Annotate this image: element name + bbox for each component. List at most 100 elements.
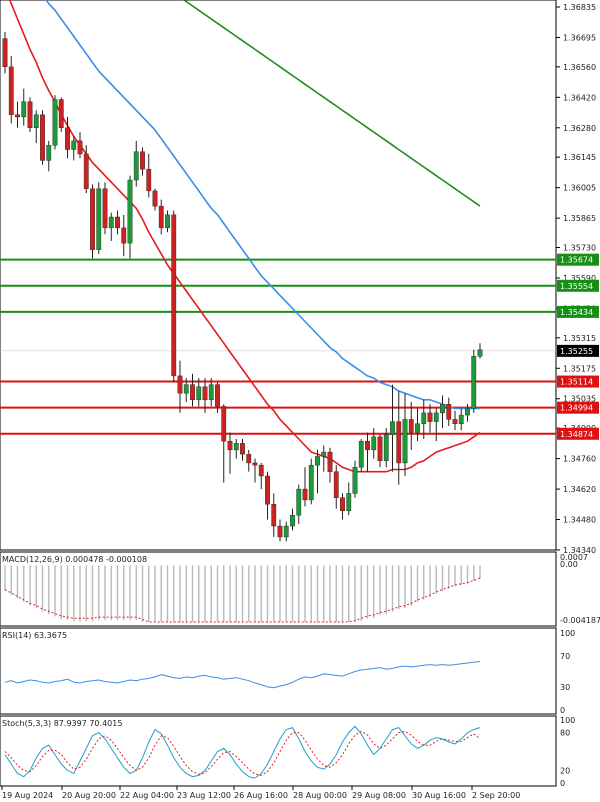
candle-body bbox=[402, 419, 408, 464]
current-price-label: 1.35255 bbox=[560, 347, 593, 356]
price-tick-label: 1.36560 bbox=[563, 63, 596, 72]
candle-body bbox=[177, 375, 183, 394]
candle-body bbox=[40, 114, 45, 161]
candle-body bbox=[296, 488, 302, 516]
stoch-k-line bbox=[4, 725, 481, 779]
candle-body bbox=[358, 440, 364, 468]
candle-body bbox=[171, 214, 177, 377]
rsi-tick-label: 0 bbox=[560, 706, 565, 715]
level-badge bbox=[557, 375, 599, 388]
time-tick-label: 30 Aug 16:00 bbox=[412, 791, 466, 800]
candle-body bbox=[340, 497, 345, 512]
candle-body bbox=[115, 216, 120, 229]
candle-body bbox=[108, 216, 114, 229]
price-tick-label: 1.35590 bbox=[563, 274, 596, 283]
rsi-line-path bbox=[4, 661, 481, 689]
moving-averages bbox=[8, 0, 481, 473]
candle-body bbox=[227, 440, 233, 451]
price-tick-label: 1.36835 bbox=[563, 3, 596, 12]
time-axis: 19 Aug 2024 20 Aug 20:00 22 Aug 04:00 23 Au… bbox=[1, 786, 520, 800]
time-tick-label: 20 Aug 20:00 bbox=[62, 791, 116, 800]
candle-body bbox=[140, 151, 145, 170]
candle-body bbox=[83, 153, 89, 189]
candle-body bbox=[58, 99, 64, 128]
candle-body bbox=[215, 384, 220, 407]
candle-body bbox=[240, 443, 245, 455]
candle-body bbox=[471, 356, 477, 409]
candle-body bbox=[277, 525, 283, 538]
price-tick-label: 1.34340 bbox=[563, 546, 596, 555]
candle-body bbox=[71, 140, 77, 150]
candle-body bbox=[152, 190, 158, 207]
candle-body bbox=[465, 408, 470, 416]
level-badge bbox=[557, 279, 599, 292]
candle-body bbox=[352, 467, 358, 494]
sr-levels bbox=[0, 258, 556, 435]
candle-body bbox=[90, 188, 95, 250]
candle-body bbox=[8, 66, 14, 115]
candle-body bbox=[258, 464, 264, 477]
price-tick-label: 1.35175 bbox=[563, 364, 596, 373]
price-tick-label: 1.36420 bbox=[563, 93, 596, 102]
rsi-tick-label: 30 bbox=[560, 683, 570, 692]
candle-body bbox=[221, 406, 227, 442]
candle-body bbox=[365, 440, 370, 451]
time-tick-label: 29 Aug 08:00 bbox=[352, 791, 406, 800]
candle-body bbox=[396, 421, 402, 464]
candle-body bbox=[246, 454, 252, 464]
time-tick-label: 23 Aug 12:00 bbox=[177, 791, 231, 800]
candle-body bbox=[302, 488, 308, 501]
candle-body bbox=[283, 525, 289, 538]
macd-tick-top: 0.0007 bbox=[560, 553, 588, 562]
ma-blue-line bbox=[45, 0, 480, 410]
candle-body bbox=[265, 475, 270, 505]
stoch-d-line bbox=[4, 730, 481, 776]
candle-body bbox=[133, 151, 139, 181]
macd-tick-bottom: -0.004187 bbox=[560, 616, 600, 625]
candle-body bbox=[427, 412, 433, 422]
rsi-panel-frame bbox=[0, 627, 557, 715]
candle-body bbox=[202, 386, 208, 401]
candle-body bbox=[433, 412, 439, 422]
candle-body bbox=[308, 464, 314, 501]
candle-body bbox=[190, 384, 195, 401]
level-badge-label: 1.35554 bbox=[560, 282, 593, 291]
stoch-tick-label: 100 bbox=[560, 716, 575, 725]
price-tick-label: 1.35730 bbox=[563, 243, 596, 252]
candle-body bbox=[458, 414, 464, 424]
stoch-panel: Stoch(5,3,3) 87.9397 70.4015 100 80 20 0 bbox=[0, 715, 575, 788]
candle-body bbox=[183, 384, 189, 394]
level-badge bbox=[557, 305, 599, 318]
candle-body bbox=[15, 114, 20, 118]
price-tick-label: 1.35035 bbox=[563, 395, 596, 404]
price-tick-label: 1.36005 bbox=[563, 184, 596, 193]
time-tick-label: 28 Aug 00:00 bbox=[293, 791, 347, 800]
candle-body bbox=[452, 419, 458, 424]
stoch-lines bbox=[4, 725, 481, 779]
price-tick-label: 1.35865 bbox=[563, 214, 596, 223]
time-tick-label: 26 Aug 16:00 bbox=[234, 791, 288, 800]
level-badge bbox=[557, 401, 599, 414]
price-panel: 1.36835 1.36695 1.36560 1.36420 1.36280 1.361… bbox=[0, 0, 599, 555]
macd-signal-line bbox=[4, 577, 481, 623]
candle-body bbox=[27, 101, 33, 128]
candle-body bbox=[440, 403, 445, 414]
candle-body bbox=[165, 214, 170, 229]
candle-body bbox=[146, 168, 152, 192]
candle-body bbox=[327, 451, 333, 472]
level-badges: 1.35674 1.35554 1.35434 1.35114 1.34994 1.348… bbox=[557, 253, 599, 440]
price-tick-label: 1.36695 bbox=[563, 33, 596, 42]
candle-body bbox=[96, 188, 102, 250]
candle-body bbox=[421, 412, 427, 424]
level-badge-label: 1.35114 bbox=[560, 378, 593, 387]
candle-body bbox=[333, 471, 339, 498]
candle-body bbox=[127, 179, 133, 244]
candles bbox=[2, 32, 483, 542]
candle-body bbox=[208, 384, 214, 401]
ma-red-line bbox=[8, 0, 481, 473]
candle-body bbox=[77, 140, 83, 155]
price-panel-frame bbox=[0, 0, 557, 551]
level-badge-label: 1.34994 bbox=[560, 404, 593, 413]
candle-body bbox=[390, 421, 395, 435]
